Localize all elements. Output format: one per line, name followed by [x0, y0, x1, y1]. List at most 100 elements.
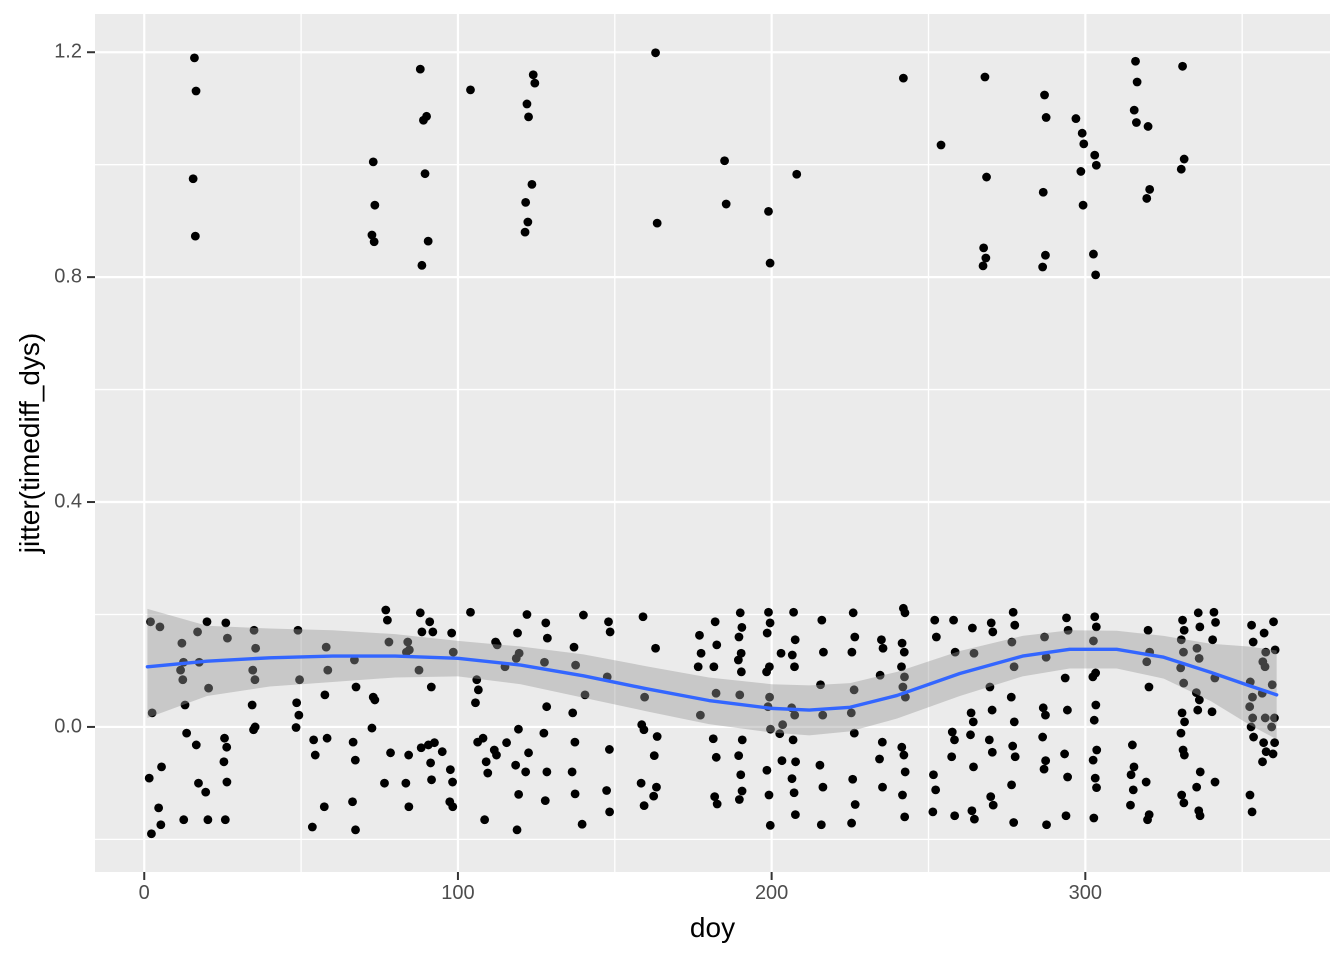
data-point	[425, 617, 435, 627]
data-point	[155, 622, 165, 632]
data-point	[1092, 745, 1102, 755]
data-point	[415, 64, 425, 74]
data-point	[980, 72, 990, 82]
data-point	[1193, 705, 1203, 715]
data-point	[291, 723, 301, 732]
data-point	[319, 802, 329, 812]
data-point	[404, 802, 414, 812]
data-point	[1076, 167, 1086, 176]
data-point	[899, 750, 909, 760]
data-point	[605, 807, 615, 817]
data-point	[1062, 705, 1072, 715]
data-point	[1176, 728, 1186, 738]
data-point	[817, 615, 827, 625]
data-point	[351, 682, 361, 692]
data-point	[502, 738, 511, 748]
data-point	[788, 735, 798, 745]
data-point	[737, 786, 747, 796]
data-point	[1007, 780, 1016, 790]
data-point	[1091, 270, 1101, 280]
y-axis-title: jitter(timediff_dys)	[14, 332, 45, 554]
data-point	[878, 643, 888, 653]
data-point	[190, 53, 199, 63]
data-point	[1009, 662, 1019, 672]
data-point	[639, 801, 649, 811]
data-point	[789, 788, 799, 798]
data-point	[220, 733, 229, 743]
data-point	[818, 782, 828, 792]
data-point	[734, 795, 744, 804]
data-point	[791, 757, 800, 767]
data-point	[986, 618, 996, 628]
data-point	[1129, 105, 1139, 115]
data-point	[1180, 717, 1189, 727]
data-point	[1010, 752, 1020, 762]
data-point	[380, 778, 389, 788]
data-point	[1195, 811, 1205, 821]
data-point	[982, 172, 991, 182]
data-point	[1258, 757, 1267, 767]
confidence-ribbon	[147, 608, 1277, 740]
data-point	[847, 647, 857, 657]
data-point	[1063, 625, 1073, 635]
data-point	[735, 608, 745, 618]
data-point	[1178, 61, 1187, 71]
data-point	[569, 642, 579, 652]
data-point	[307, 822, 317, 832]
data-point	[570, 737, 580, 747]
data-point	[1091, 160, 1101, 170]
data-point	[766, 724, 775, 734]
data-point	[514, 724, 523, 734]
data-point	[651, 48, 660, 58]
data-point	[1177, 790, 1187, 800]
data-point	[988, 627, 998, 637]
data-point	[310, 750, 320, 760]
data-point	[787, 774, 797, 784]
data-point	[819, 647, 828, 657]
data-point	[1245, 702, 1255, 712]
data-point	[1178, 615, 1187, 625]
data-point	[177, 638, 187, 648]
data-point	[1040, 90, 1049, 100]
data-point	[1041, 113, 1051, 122]
data-point	[816, 680, 825, 690]
data-point	[710, 792, 720, 802]
y-tick-label-0.0: 0.0	[54, 715, 82, 738]
data-point	[1041, 250, 1050, 260]
data-point	[350, 655, 359, 665]
data-point	[524, 748, 533, 758]
data-point	[735, 690, 745, 700]
data-point	[370, 695, 380, 705]
data-point	[448, 647, 458, 657]
data-point	[1267, 680, 1277, 690]
data-point	[931, 632, 941, 642]
data-point	[1194, 653, 1204, 663]
data-point	[1143, 122, 1153, 131]
data-point	[652, 782, 661, 792]
data-point	[249, 625, 259, 635]
data-point	[1129, 762, 1139, 772]
data-point	[1042, 820, 1051, 830]
data-point	[978, 261, 988, 271]
data-point	[969, 814, 979, 824]
data-point	[1176, 635, 1186, 645]
data-point	[221, 618, 231, 628]
data-point	[1089, 813, 1099, 823]
data-point	[789, 607, 798, 617]
data-point	[1131, 56, 1140, 66]
data-point	[1195, 767, 1205, 777]
data-point	[478, 733, 488, 743]
data-point	[179, 815, 189, 825]
data-point	[190, 231, 200, 241]
data-point	[1179, 678, 1189, 688]
data-point	[968, 717, 978, 727]
data-point	[247, 700, 257, 710]
data-point	[1270, 738, 1280, 748]
data-point	[1092, 783, 1101, 793]
data-point	[967, 623, 977, 633]
data-point	[1060, 749, 1069, 759]
data-point	[448, 777, 457, 787]
data-point	[250, 675, 260, 685]
data-point	[204, 683, 213, 693]
data-point	[437, 747, 447, 757]
